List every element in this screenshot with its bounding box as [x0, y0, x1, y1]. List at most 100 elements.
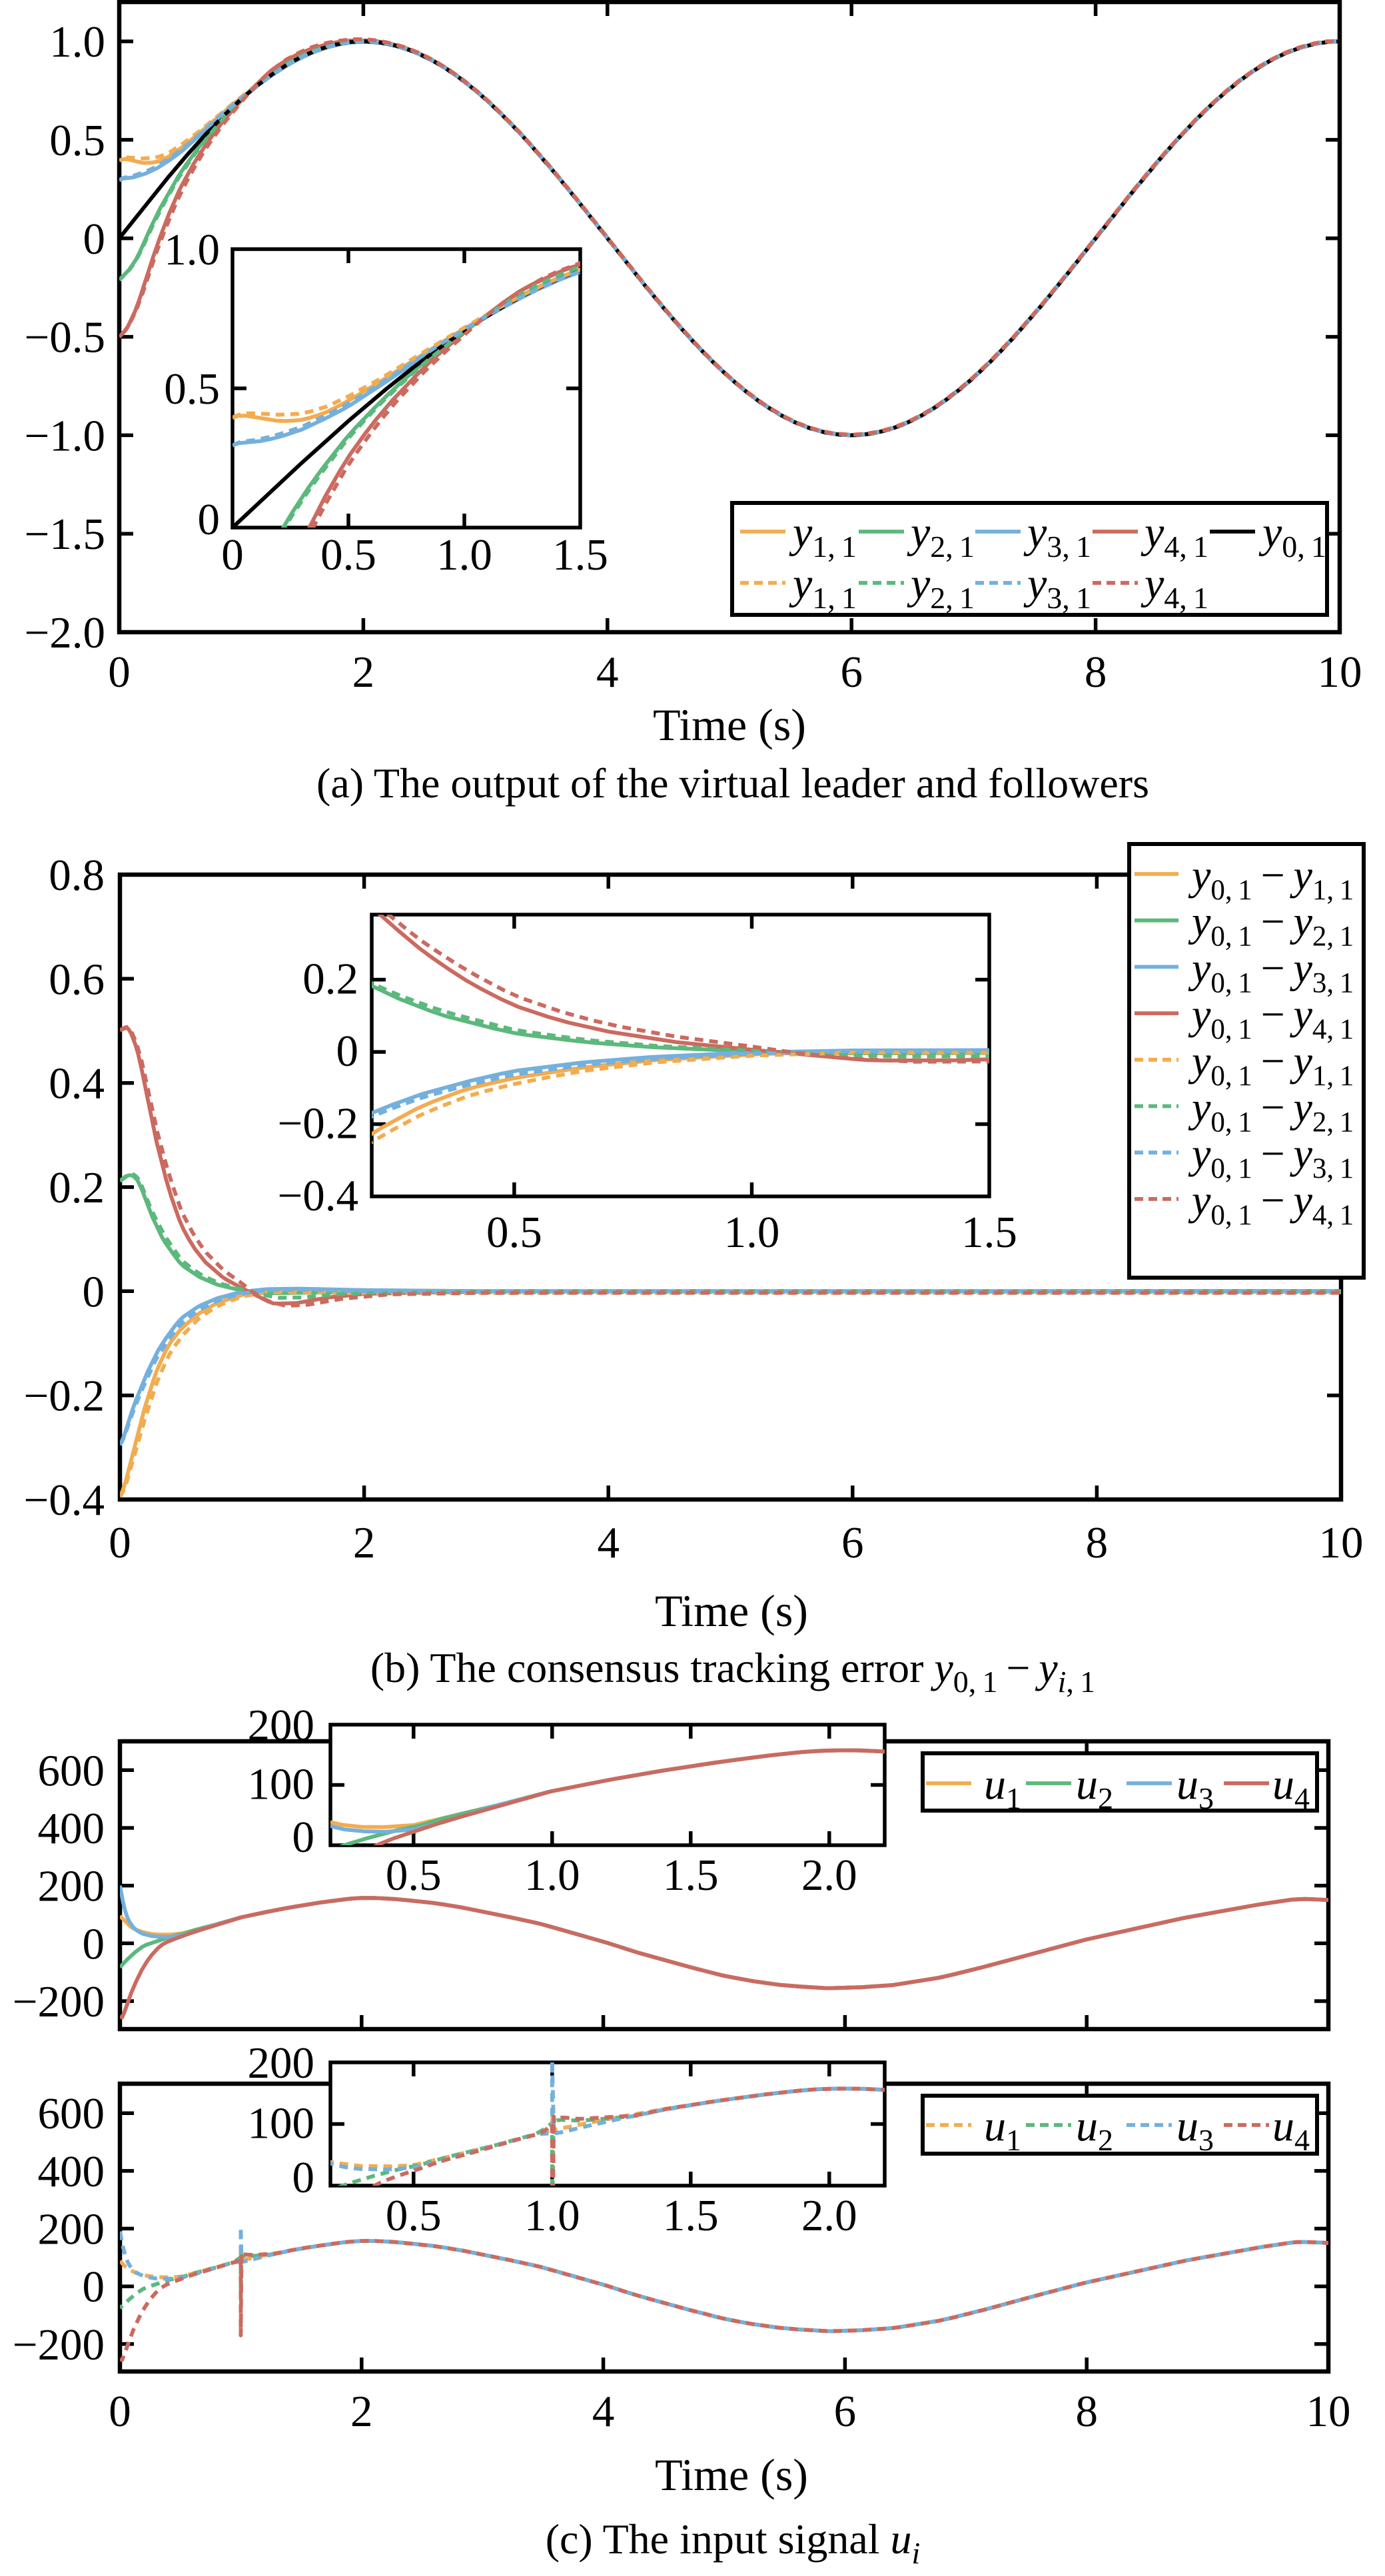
svg-text:6: 6	[841, 1518, 864, 1567]
svg-text:y1, 1: y1, 1	[789, 508, 857, 564]
svg-text:100: 100	[248, 2099, 315, 2148]
svg-text:4: 4	[597, 1518, 620, 1567]
svg-text:y2, 1: y2, 1	[907, 508, 975, 564]
svg-text:2.0: 2.0	[801, 1851, 857, 1900]
svg-text:0.5: 0.5	[486, 1208, 542, 1257]
svg-text:Time (s): Time (s)	[655, 2449, 808, 2500]
svg-text:2: 2	[350, 2387, 373, 2436]
svg-text:0: 0	[108, 647, 131, 697]
svg-text:0: 0	[83, 215, 106, 264]
svg-text:0.5: 0.5	[386, 2191, 442, 2240]
svg-text:10: 10	[1319, 1518, 1364, 1567]
svg-text:0: 0	[83, 1919, 105, 1968]
svg-text:2: 2	[353, 1518, 376, 1567]
svg-text:1.0: 1.0	[524, 1851, 580, 1900]
svg-text:1.5: 1.5	[552, 530, 608, 580]
svg-text:2: 2	[352, 647, 375, 697]
svg-text:y3, 1: y3, 1	[1023, 560, 1091, 615]
svg-text:−0.4: −0.4	[277, 1171, 358, 1220]
svg-text:0: 0	[336, 1027, 359, 1076]
svg-text:y0, 1 − y3, 1: y0, 1 − y3, 1	[1188, 944, 1354, 999]
svg-text:0.6: 0.6	[49, 955, 105, 1004]
svg-text:0.2: 0.2	[302, 955, 358, 1004]
svg-text:1.0: 1.0	[724, 1208, 780, 1257]
svg-text:u2: u2	[1076, 2102, 1113, 2157]
svg-text:1.5: 1.5	[663, 1851, 719, 1900]
svg-text:0: 0	[221, 530, 244, 580]
svg-text:4: 4	[596, 647, 619, 697]
svg-text:u4: u4	[1272, 1760, 1310, 1815]
svg-text:−0.2: −0.2	[277, 1099, 358, 1148]
svg-text:200: 200	[248, 1701, 315, 1750]
svg-text:y0, 1 − y2, 1: y0, 1 − y2, 1	[1188, 898, 1354, 953]
svg-text:200: 200	[248, 2038, 315, 2088]
svg-text:0: 0	[109, 2387, 131, 2436]
svg-text:200: 200	[38, 2205, 105, 2254]
svg-text:−0.4: −0.4	[23, 1476, 105, 1525]
svg-text:Time (s): Time (s)	[655, 1585, 808, 1636]
svg-text:10: 10	[1306, 2387, 1351, 2436]
svg-text:0: 0	[292, 2153, 315, 2202]
svg-text:y4, 1: y4, 1	[1141, 560, 1208, 615]
svg-text:4: 4	[592, 2387, 615, 2436]
svg-text:u3: u3	[1176, 2102, 1214, 2157]
svg-text:(c) The input signal ui: (c) The input signal ui	[546, 2515, 921, 2570]
svg-text:u4: u4	[1272, 2102, 1310, 2157]
svg-text:6: 6	[834, 2387, 857, 2436]
svg-text:0: 0	[83, 1267, 105, 1316]
svg-text:400: 400	[38, 1804, 105, 1853]
svg-text:200: 200	[38, 1862, 105, 1911]
svg-text:600: 600	[38, 1746, 105, 1795]
svg-text:−1.0: −1.0	[24, 411, 105, 460]
svg-text:y0, 1 − y3, 1: y0, 1 − y3, 1	[1188, 1130, 1354, 1184]
svg-text:y3, 1: y3, 1	[1023, 508, 1091, 564]
svg-text:y0, 1 − y2, 1: y0, 1 − y2, 1	[1188, 1084, 1354, 1138]
svg-text:−0.2: −0.2	[23, 1372, 105, 1421]
svg-text:1.5: 1.5	[663, 2191, 719, 2240]
svg-text:8: 8	[1086, 1518, 1109, 1567]
svg-text:0.5: 0.5	[386, 1851, 442, 1900]
svg-text:0.8: 0.8	[49, 851, 105, 900]
svg-text:0: 0	[83, 2262, 105, 2312]
svg-text:Time (s): Time (s)	[653, 699, 806, 750]
svg-text:u2: u2	[1076, 1760, 1113, 1815]
svg-text:y1, 1: y1, 1	[789, 560, 857, 615]
svg-text:10: 10	[1318, 647, 1362, 697]
svg-text:1.0: 1.0	[49, 17, 105, 67]
svg-text:(a) The output of the virtual: (a) The output of the virtual leader and…	[316, 759, 1149, 807]
svg-text:y0, 1 − y4, 1: y0, 1 − y4, 1	[1188, 1176, 1354, 1231]
svg-text:0: 0	[292, 1813, 315, 1862]
svg-text:0.2: 0.2	[49, 1163, 105, 1212]
svg-text:1.0: 1.0	[524, 2191, 580, 2240]
svg-text:u1: u1	[984, 1760, 1021, 1815]
svg-text:y0, 1: y0, 1	[1258, 508, 1326, 564]
svg-text:−200: −200	[13, 1977, 105, 2026]
svg-text:600: 600	[38, 2089, 105, 2138]
svg-text:2.0: 2.0	[801, 2191, 857, 2240]
svg-text:y0, 1 − y1, 1: y0, 1 − y1, 1	[1188, 851, 1354, 906]
svg-text:u3: u3	[1176, 1760, 1214, 1815]
svg-text:0.5: 0.5	[164, 364, 220, 414]
svg-text:−0.5: −0.5	[24, 313, 105, 362]
svg-text:1.5: 1.5	[961, 1208, 1017, 1257]
svg-text:0.4: 0.4	[49, 1059, 105, 1108]
svg-text:8: 8	[1075, 2387, 1098, 2436]
svg-text:100: 100	[248, 1760, 315, 1809]
svg-text:8: 8	[1085, 647, 1107, 697]
svg-text:y0, 1 − y4, 1: y0, 1 − y4, 1	[1188, 991, 1354, 1045]
svg-text:−1.5: −1.5	[24, 510, 105, 559]
svg-text:u1: u1	[984, 2102, 1021, 2157]
svg-text:6: 6	[840, 647, 863, 697]
svg-text:(b) The consensus tracking err: (b) The consensus tracking error y0, 1 −…	[370, 1644, 1095, 1699]
svg-text:0: 0	[109, 1518, 131, 1567]
svg-text:y0, 1 − y1, 1: y0, 1 − y1, 1	[1188, 1037, 1354, 1092]
svg-text:400: 400	[38, 2147, 105, 2196]
svg-text:1.0: 1.0	[436, 530, 492, 580]
svg-text:0.5: 0.5	[320, 530, 376, 580]
svg-text:−200: −200	[13, 2320, 105, 2369]
svg-text:0.5: 0.5	[49, 116, 105, 165]
svg-text:−2.0: −2.0	[24, 608, 105, 657]
svg-text:y4, 1: y4, 1	[1141, 508, 1208, 564]
svg-text:0: 0	[198, 495, 221, 544]
svg-text:y2, 1: y2, 1	[907, 560, 975, 615]
